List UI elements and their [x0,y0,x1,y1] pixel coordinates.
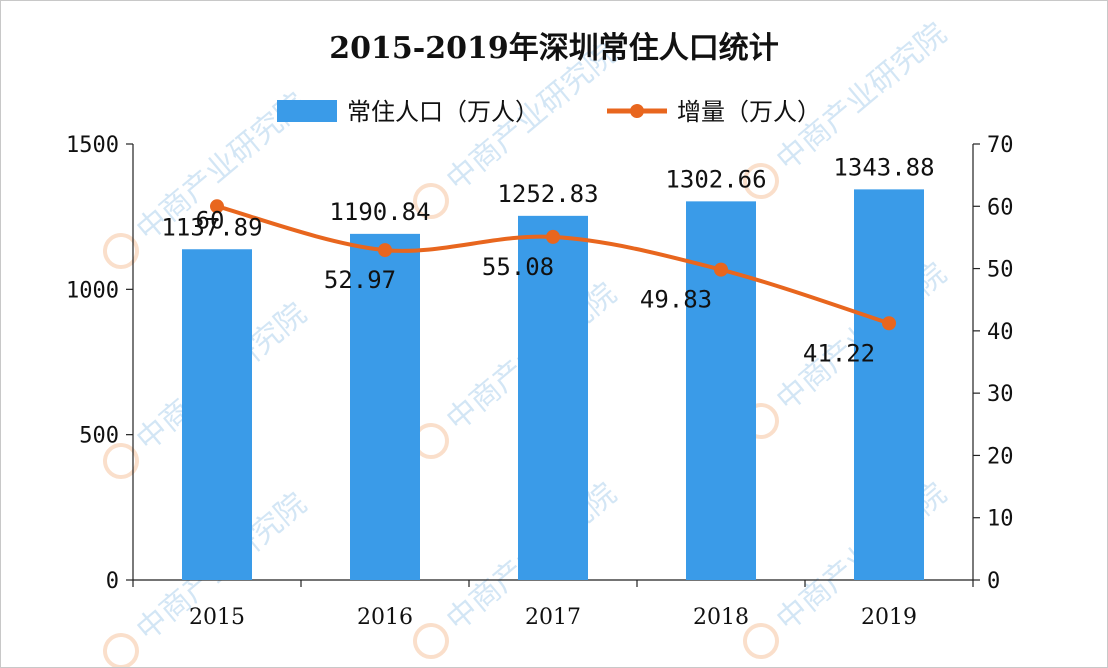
data-labels: 1137.89 1190.84 1252.83 1302.66 1343.88 60 52.… [161,153,934,367]
axes: 0 500 1000 1500 0 10 20 30 40 50 60 70 2015 2016 2017 2… [66,133,1013,630]
x-tick-label: 2018 [693,605,749,630]
y-right-tick-label: 50 [987,258,1014,283]
chart-title: 2015-2019年深圳常住人口统计 [329,31,778,66]
y-right-tick-label: 40 [987,320,1014,345]
legend-label-increment: 增量（万人） [677,98,821,126]
bar-value-label: 1302.66 [665,165,766,193]
line-value-label: 55.08 [482,253,554,281]
watermark: 中商产业研究院 [413,276,623,459]
y-right-tick-label: 70 [987,133,1014,158]
watermark-logo-icon [103,233,139,269]
line-value-label: 41.22 [803,339,875,367]
bar-series [182,189,924,581]
x-tick-label: 2015 [189,605,245,630]
increment-point-2018 [714,262,728,277]
increment-point-2017 [546,229,560,244]
increment-point-2019 [882,316,896,331]
y-right-tick-label: 10 [987,507,1014,532]
bar-value-label: 1343.88 [833,153,934,181]
bar-2015 [182,249,252,581]
x-tick-label: 2017 [525,605,581,630]
bar-value-label: 1137.89 [161,213,262,241]
y-left-tick-label: 1000 [66,278,119,303]
watermark-logo-icon [743,163,779,199]
bar-2019 [854,189,924,580]
line-value-label: 49.83 [640,286,712,314]
y-left-tick-label: 1500 [66,133,119,158]
bar-2016 [350,233,420,581]
line-value-label: 52.97 [324,266,396,294]
y-right-tick-label: 20 [987,444,1014,469]
y-left-tick-label: 0 [106,569,119,594]
line-series [210,199,896,331]
y-right-tick-label: 30 [987,382,1014,407]
watermark-logo-icon [103,633,139,667]
x-tick-label: 2019 [861,605,917,630]
bar-value-label: 1190.84 [329,198,430,226]
legend: 常住人口（万人） 增量（万人） [277,98,821,126]
legend-swatch-bar [277,100,337,122]
bar-2017 [518,215,588,580]
watermark: 中商产业研究院 [413,476,623,659]
bar-2018 [686,201,756,580]
x-tick-label: 2016 [357,605,413,630]
bar-value-label: 1252.83 [497,180,598,208]
increment-point-2015 [210,199,224,214]
y-right-tick-label: 60 [987,195,1014,220]
y-left-tick-label: 500 [79,424,119,449]
watermark-logo-icon [413,623,449,659]
line-value-label: 60 [196,206,225,234]
watermark-logo-icon [413,183,449,219]
legend-swatch-marker [630,104,644,118]
legend-label-population: 常住人口（万人） [347,98,539,126]
watermark-logo-icon [743,623,779,659]
y-right-tick-label: 0 [987,569,1000,594]
increment-point-2016 [378,243,392,258]
